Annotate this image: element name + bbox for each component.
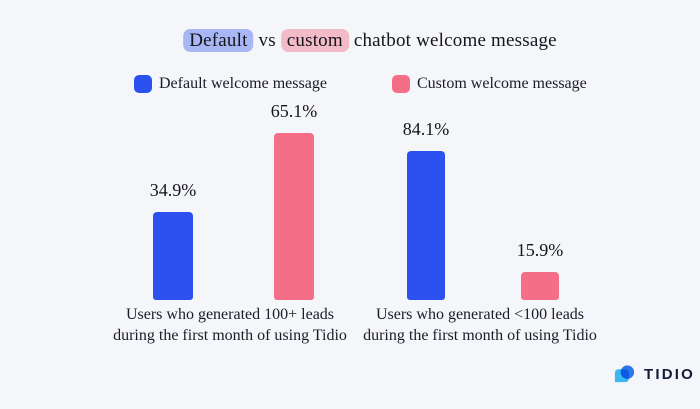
legend-label-default: Default welcome message [159,75,327,92]
value-label-custom-group2: 15.9% [516,240,564,260]
tidio-icon-circle [620,365,635,379]
title-highlight-default: Default [183,29,254,52]
legend-label-custom: Custom welcome message [417,75,587,92]
bar-custom-group1 [274,133,314,300]
bar-custom-group2 [521,272,559,300]
legend-item-default: Default welcome message [134,75,327,93]
value-label-custom-group1: 65.1% [270,101,318,121]
title-text-vs: vs [253,30,281,51]
tidio-logo-icon [614,365,635,383]
category-label-group1: Users who generated 100+ leads during th… [107,304,353,346]
category-label-group2-line2: during the first month of using Tidio [363,327,597,344]
legend-swatch-pink [392,75,410,93]
bar-default-group1 [153,212,193,300]
tidio-logo: TIDIO [613,363,695,386]
title-highlight-custom: custom [280,29,349,52]
bar-default-group2 [407,151,445,300]
category-label-group2: Users who generated <100 leads during th… [357,304,603,346]
category-label-group2-line1: Users who generated <100 leads [375,306,585,323]
legend-item-custom: Custom welcome message [392,75,587,93]
legend-swatch-blue [134,75,152,93]
value-label-default-group1: 34.9% [149,180,197,200]
chart-title: Default vs custom chatbot welcome messag… [183,29,557,52]
value-label-default-group2: 84.1% [402,119,450,139]
category-label-group1-line2: during the first month of using Tidio [113,327,347,344]
tidio-logo-text: TIDIO [644,366,695,383]
category-label-group1-line1: Users who generated 100+ leads [125,306,335,323]
title-text-rest: chatbot welcome message [348,30,557,51]
